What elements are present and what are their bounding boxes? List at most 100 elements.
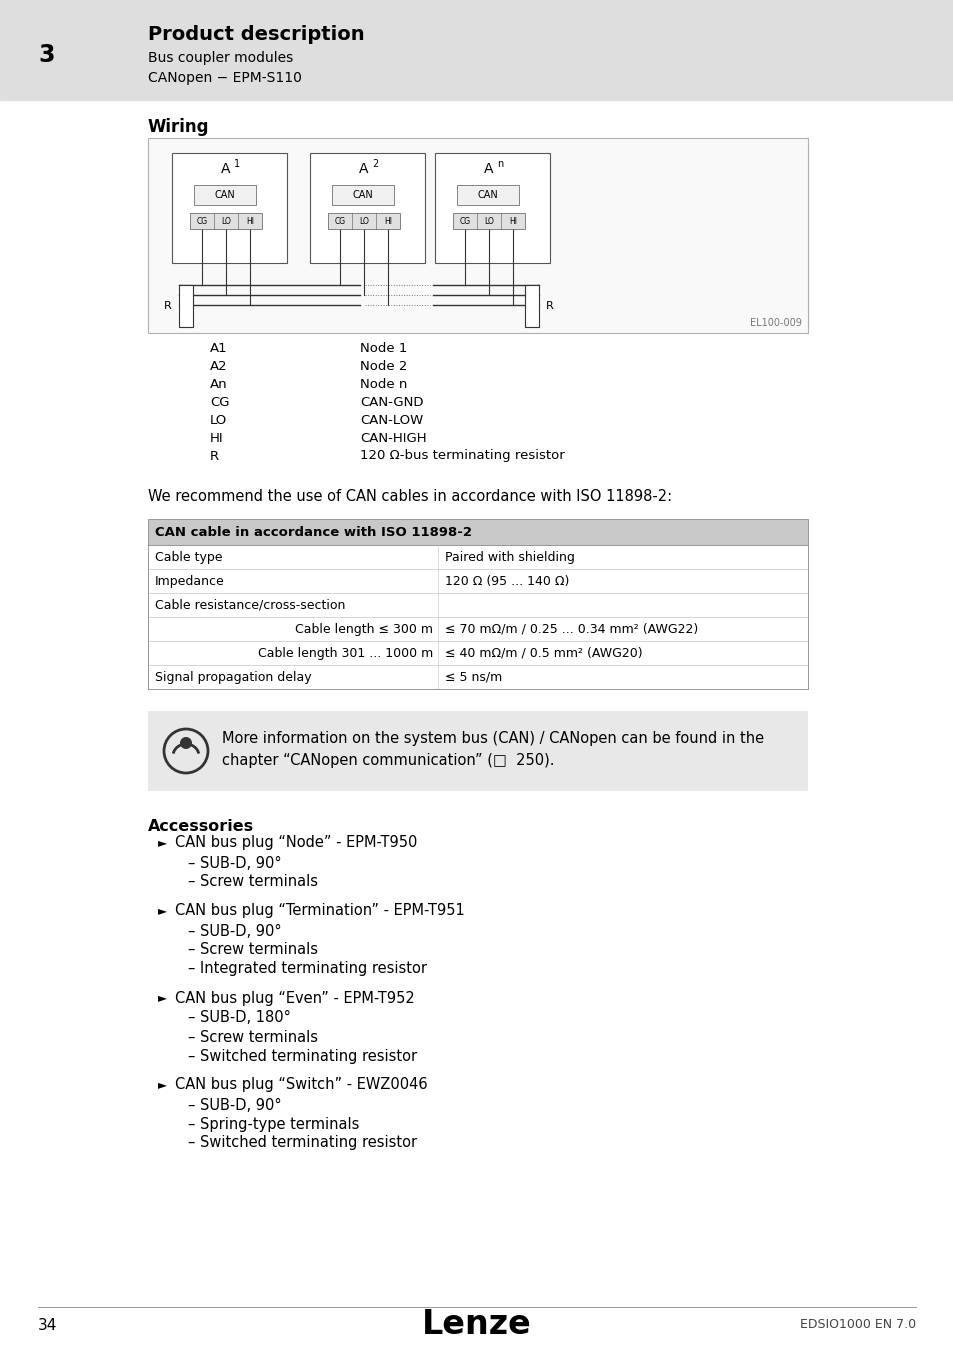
Text: R: R <box>210 450 219 463</box>
Text: LO: LO <box>221 216 231 225</box>
Text: An: An <box>210 378 228 390</box>
Bar <box>148 545 807 568</box>
Text: – Screw terminals: – Screw terminals <box>188 1030 317 1045</box>
Text: More information on the system bus (CAN) / CANopen can be found in the: More information on the system bus (CAN)… <box>222 730 763 747</box>
Text: ≤ 5 ns/m: ≤ 5 ns/m <box>444 671 501 683</box>
Text: HI: HI <box>246 216 253 225</box>
Text: We recommend the use of CAN cables in accordance with ISO 11898-2:: We recommend the use of CAN cables in ac… <box>148 489 672 504</box>
Text: HI: HI <box>509 216 517 225</box>
Bar <box>148 568 807 593</box>
Bar <box>190 213 262 230</box>
Text: Cable length ≤ 300 m: Cable length ≤ 300 m <box>294 622 433 636</box>
Bar <box>310 153 424 263</box>
Text: Node 1: Node 1 <box>359 342 407 355</box>
Text: CAN-GND: CAN-GND <box>359 396 423 409</box>
Text: A2: A2 <box>210 359 228 373</box>
Text: CAN: CAN <box>477 190 497 200</box>
Text: ≤ 70 mΩ/m / 0.25 ... 0.34 mm² (AWG22): ≤ 70 mΩ/m / 0.25 ... 0.34 mm² (AWG22) <box>444 622 698 636</box>
Bar <box>148 518 807 545</box>
Bar <box>435 153 550 263</box>
Bar <box>456 185 518 205</box>
Text: A1: A1 <box>210 342 228 355</box>
Text: – Screw terminals: – Screw terminals <box>188 942 317 957</box>
Text: 34: 34 <box>38 1318 57 1332</box>
Text: Bus coupler modules: Bus coupler modules <box>148 51 293 65</box>
Text: R: R <box>545 301 554 310</box>
Text: chapter “CANopen communication” (□  250).: chapter “CANopen communication” (□ 250). <box>222 753 554 768</box>
Text: CG: CG <box>335 216 345 225</box>
Text: CAN: CAN <box>353 190 373 200</box>
Text: – Screw terminals: – Screw terminals <box>188 875 317 890</box>
Bar <box>148 711 807 791</box>
Text: 1: 1 <box>234 159 240 169</box>
Bar <box>172 153 287 263</box>
Text: Node n: Node n <box>359 378 407 390</box>
Bar <box>148 641 807 666</box>
Text: EL100-009: EL100-009 <box>749 319 801 328</box>
Text: – SUB-D, 90°: – SUB-D, 90° <box>188 1098 281 1112</box>
Text: CAN cable in accordance with ISO 11898-2: CAN cable in accordance with ISO 11898-2 <box>154 525 472 539</box>
Text: 120 Ω-bus terminating resistor: 120 Ω-bus terminating resistor <box>359 450 564 463</box>
Text: CAN bus plug “Termination” - EPM-T951: CAN bus plug “Termination” - EPM-T951 <box>174 903 464 918</box>
Text: Accessories: Accessories <box>148 819 253 834</box>
Bar <box>524 285 538 327</box>
Text: CAN bus plug “Switch” - EWZ0046: CAN bus plug “Switch” - EWZ0046 <box>174 1077 427 1092</box>
Text: CG: CG <box>459 216 470 225</box>
Text: A: A <box>358 162 368 176</box>
Text: – Integrated terminating resistor: – Integrated terminating resistor <box>188 961 427 976</box>
Text: 120 Ω (95 ... 140 Ω): 120 Ω (95 ... 140 Ω) <box>444 575 569 587</box>
Text: CAN bus plug “Even” - EPM-T952: CAN bus plug “Even” - EPM-T952 <box>174 991 415 1006</box>
Text: EDSIO1000 EN 7.0: EDSIO1000 EN 7.0 <box>799 1319 915 1331</box>
Text: R: R <box>164 301 172 310</box>
Bar <box>179 285 193 327</box>
Text: Paired with shielding: Paired with shielding <box>444 551 575 563</box>
Text: ►: ► <box>158 991 167 1004</box>
Text: ≤ 40 mΩ/m / 0.5 mm² (AWG20): ≤ 40 mΩ/m / 0.5 mm² (AWG20) <box>444 647 642 660</box>
Text: – SUB-D, 90°: – SUB-D, 90° <box>188 856 281 871</box>
Bar <box>148 617 807 641</box>
Text: CG: CG <box>196 216 208 225</box>
Text: Node 2: Node 2 <box>359 359 407 373</box>
Bar <box>328 213 399 230</box>
Text: 3: 3 <box>38 43 54 68</box>
Text: LO: LO <box>210 413 227 427</box>
Text: HI: HI <box>384 216 392 225</box>
Bar <box>453 213 524 230</box>
Text: HI: HI <box>210 432 223 444</box>
Text: Signal propagation delay: Signal propagation delay <box>154 671 312 683</box>
Text: A: A <box>483 162 493 176</box>
Text: CAN-LOW: CAN-LOW <box>359 413 423 427</box>
Bar <box>0 0 953 100</box>
Text: – SUB-D, 90°: – SUB-D, 90° <box>188 923 281 938</box>
Text: Cable resistance/cross-section: Cable resistance/cross-section <box>154 598 345 612</box>
Text: A: A <box>220 162 230 176</box>
Text: Wiring: Wiring <box>148 117 210 136</box>
Text: CAN: CAN <box>214 190 235 200</box>
Text: – Switched terminating resistor: – Switched terminating resistor <box>188 1049 416 1064</box>
Bar <box>332 185 394 205</box>
Bar <box>193 185 255 205</box>
Bar <box>148 593 807 617</box>
Text: ►: ► <box>158 904 167 918</box>
Text: LO: LO <box>483 216 494 225</box>
Text: CG: CG <box>210 396 230 409</box>
Text: – Switched terminating resistor: – Switched terminating resistor <box>188 1135 416 1150</box>
Text: Lenze: Lenze <box>421 1308 532 1342</box>
Text: ►: ► <box>158 1079 167 1092</box>
Text: – Spring-type terminals: – Spring-type terminals <box>188 1116 359 1131</box>
Text: Cable length 301 ... 1000 m: Cable length 301 ... 1000 m <box>257 647 433 660</box>
Text: 2: 2 <box>372 159 378 169</box>
Text: LO: LO <box>358 216 369 225</box>
Bar <box>148 666 807 688</box>
Text: ►: ► <box>158 837 167 849</box>
Text: – SUB-D, 180°: – SUB-D, 180° <box>188 1011 291 1026</box>
Text: CAN-HIGH: CAN-HIGH <box>359 432 426 444</box>
Text: n: n <box>497 159 503 169</box>
Circle shape <box>180 737 192 749</box>
Text: CAN bus plug “Node” - EPM-T950: CAN bus plug “Node” - EPM-T950 <box>174 836 417 850</box>
Text: CANopen − EPM-S110: CANopen − EPM-S110 <box>148 72 301 85</box>
Text: Cable type: Cable type <box>154 551 222 563</box>
Text: Impedance: Impedance <box>154 575 225 587</box>
Bar <box>148 138 807 333</box>
Text: Product description: Product description <box>148 26 364 45</box>
